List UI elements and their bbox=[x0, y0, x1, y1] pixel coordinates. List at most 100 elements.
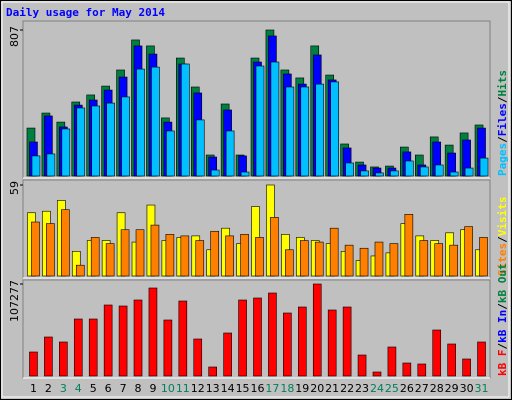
bar bbox=[240, 234, 249, 277]
bar bbox=[404, 214, 414, 277]
x-tick-label: 4 bbox=[75, 382, 82, 395]
chart-title: Daily usage for May 2014 bbox=[6, 6, 165, 19]
bar bbox=[375, 172, 384, 177]
legend-entry: kB Out bbox=[496, 263, 509, 303]
bar bbox=[103, 304, 113, 377]
bar bbox=[434, 243, 444, 277]
bar bbox=[479, 157, 489, 177]
x-tick-label: 30 bbox=[460, 382, 474, 395]
bar bbox=[238, 299, 247, 377]
bar bbox=[88, 318, 98, 377]
bar bbox=[180, 235, 190, 277]
x-tick-label: 6 bbox=[105, 382, 112, 395]
x-tick-label: 23 bbox=[355, 382, 369, 395]
bar bbox=[285, 86, 295, 177]
legend-entry: kB F bbox=[496, 350, 509, 377]
y-tick-label: 107277 bbox=[8, 280, 21, 322]
bar bbox=[477, 341, 486, 377]
bar bbox=[419, 166, 429, 177]
bar bbox=[449, 244, 458, 277]
bar bbox=[193, 338, 203, 377]
x-tick-label: 26 bbox=[400, 382, 414, 395]
bar bbox=[315, 83, 325, 177]
bar bbox=[389, 243, 399, 277]
bar bbox=[76, 107, 86, 177]
bar bbox=[479, 237, 488, 277]
bar bbox=[417, 363, 427, 377]
x-tick-label: 25 bbox=[385, 382, 399, 395]
bar bbox=[270, 217, 279, 277]
bar bbox=[210, 230, 219, 277]
bar bbox=[195, 240, 205, 277]
x-tick-label: 28 bbox=[430, 382, 444, 395]
bar bbox=[387, 346, 397, 377]
bar bbox=[449, 171, 459, 177]
bar bbox=[106, 102, 115, 177]
x-tick-label: 3 bbox=[60, 382, 67, 395]
bar bbox=[133, 299, 143, 377]
bar bbox=[270, 61, 280, 177]
x-tick-label: 27 bbox=[415, 382, 429, 395]
bar bbox=[135, 229, 145, 277]
x-tick-label: 7 bbox=[120, 382, 127, 395]
x-tick-label: 5 bbox=[90, 382, 97, 395]
x-tick-label: 14 bbox=[221, 382, 235, 395]
bar bbox=[105, 243, 115, 277]
bar bbox=[432, 329, 442, 377]
bar bbox=[136, 68, 145, 177]
bar bbox=[166, 130, 175, 177]
bar bbox=[464, 226, 473, 277]
legend: Sites/Visits bbox=[496, 197, 509, 277]
bar bbox=[210, 169, 220, 177]
bar bbox=[464, 167, 474, 177]
y-tick-label: 59 bbox=[8, 181, 21, 195]
bar bbox=[118, 305, 128, 377]
x-tick-label: 18 bbox=[280, 382, 294, 395]
bar bbox=[283, 312, 292, 377]
bar bbox=[178, 300, 188, 377]
bar bbox=[312, 283, 322, 377]
bar bbox=[151, 66, 160, 177]
x-tick-label: 2 bbox=[45, 382, 52, 395]
x-tick-label: 17 bbox=[265, 382, 279, 395]
x-tick-label: 19 bbox=[295, 382, 309, 395]
bar bbox=[434, 164, 444, 177]
bar bbox=[357, 354, 367, 377]
legend-separator: / bbox=[496, 236, 509, 243]
legend-entry: Files bbox=[496, 103, 509, 136]
bar bbox=[29, 351, 38, 377]
x-tick-label: 31 bbox=[475, 382, 489, 395]
bar bbox=[46, 223, 55, 277]
x-tick-label: 21 bbox=[325, 382, 339, 395]
legend-entry: Sites bbox=[496, 243, 509, 276]
bar bbox=[300, 86, 310, 177]
bar bbox=[342, 306, 352, 377]
bar bbox=[31, 221, 40, 277]
legend-entry: Pages bbox=[496, 143, 509, 176]
bar bbox=[255, 237, 264, 277]
bar bbox=[61, 128, 71, 177]
bar bbox=[150, 224, 160, 277]
bar bbox=[148, 287, 158, 377]
bar bbox=[390, 170, 399, 177]
bar bbox=[240, 171, 250, 177]
bar bbox=[360, 170, 369, 177]
x-tick-label: 29 bbox=[445, 382, 459, 395]
legend-separator: / bbox=[496, 343, 509, 350]
bar bbox=[208, 366, 217, 377]
bar bbox=[90, 237, 100, 277]
bar bbox=[374, 241, 384, 277]
bar bbox=[359, 247, 369, 277]
x-tick-label: 10 bbox=[161, 382, 175, 395]
legend-separator: / bbox=[496, 303, 509, 310]
bar bbox=[329, 227, 339, 277]
bar bbox=[330, 81, 339, 177]
x-tick-label: 22 bbox=[340, 382, 354, 395]
bar bbox=[73, 318, 83, 377]
bar bbox=[314, 241, 324, 277]
bar bbox=[59, 341, 68, 377]
bar bbox=[225, 235, 234, 277]
bar bbox=[195, 119, 205, 177]
